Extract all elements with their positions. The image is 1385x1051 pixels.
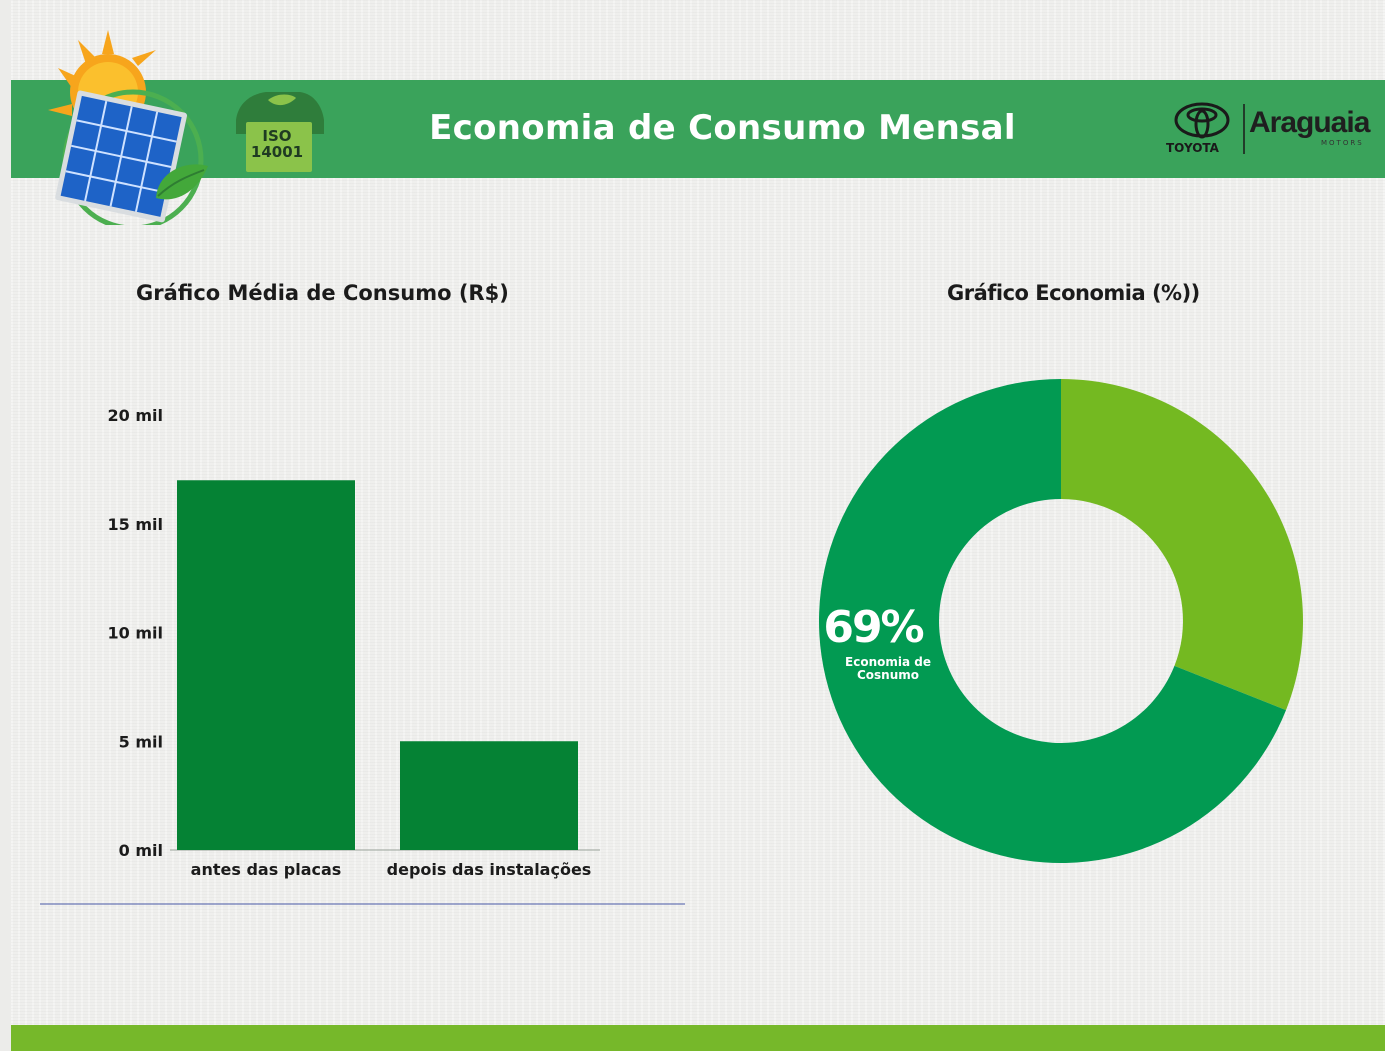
- x-tick-label: depois das instalações: [387, 860, 592, 879]
- donut-slice: [818, 379, 1287, 863]
- motors-wordmark: MOTORS: [1321, 139, 1364, 147]
- donut-annotation-line2: Cosnumo: [857, 668, 919, 682]
- y-tick-label: 15 mil: [108, 515, 163, 534]
- donut-chart-title: Gráfico Economia (%)): [947, 281, 1200, 305]
- x-tick-label: antes das placas: [191, 860, 342, 879]
- donut-slice: [1061, 379, 1303, 711]
- donut-annotation-line1: Economia de: [845, 655, 931, 669]
- leaf-icon: [156, 164, 208, 200]
- toyota-wordmark: TOYOTA: [1166, 141, 1219, 155]
- y-tick-label: 20 mil: [108, 406, 163, 425]
- footer-bar: [11, 1025, 1385, 1051]
- iso-badge-icon: [236, 92, 324, 172]
- y-tick-label: 10 mil: [108, 624, 163, 643]
- bar: [400, 741, 578, 850]
- bar-chart-title: Gráfico Média de Consumo (R$): [136, 281, 509, 305]
- toyota-araguaia-logo: [1174, 102, 1245, 154]
- bar: [177, 480, 355, 850]
- iso-badge-label: ISO 14001: [250, 127, 304, 161]
- page-title: Economia de Consumo Mensal: [429, 108, 1016, 148]
- solar-panel-logo: [48, 30, 208, 225]
- donut-value-label: 69%: [823, 602, 923, 653]
- araguaia-wordmark: Araguaia: [1249, 106, 1370, 139]
- y-tick-label: 0 mil: [119, 841, 163, 860]
- solar-panel-icon: [55, 90, 187, 223]
- y-tick-label: 5 mil: [119, 732, 163, 751]
- toyota-emblem-icon: [1174, 102, 1230, 139]
